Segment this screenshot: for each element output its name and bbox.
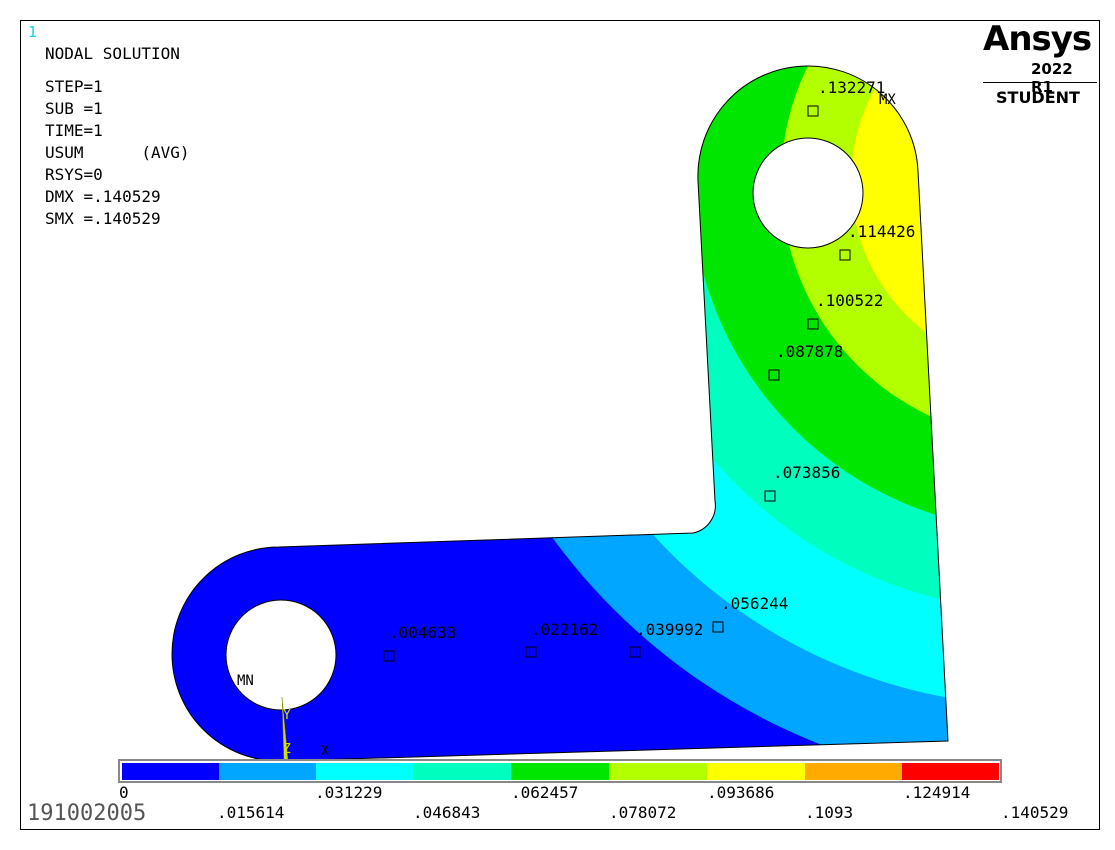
info-sub: SUB =1 (45, 99, 103, 118)
probe-label: .056244 (721, 594, 789, 613)
probe-label: .132271 (818, 78, 886, 97)
info-smx: SMX =.140529 (45, 209, 161, 228)
info-dmx: DMX =.140529 (45, 187, 161, 206)
probe-marker (629, 646, 641, 658)
legend-label-bottom: .078072 (609, 803, 677, 822)
solution-title: NODAL SOLUTION (45, 44, 180, 63)
model-id: 191002005 (27, 801, 147, 826)
info-step: STEP=1 (45, 77, 103, 96)
probe-marker (764, 490, 776, 502)
info-rsys: RSYS=0 (45, 165, 103, 184)
probe-label: .039992 (636, 620, 704, 639)
graphics-viewport[interactable]: 1 NODAL SOLUTION STEP=1 SUB =1 TIME=1 US… (20, 20, 1100, 830)
probe-label: .073856 (773, 463, 841, 482)
legend-label-bottom: .140529 (1001, 803, 1069, 822)
window-number: 1 (28, 23, 38, 41)
contour-plot (118, 65, 1002, 783)
probe-marker (807, 105, 819, 117)
probe-label: .100522 (816, 291, 884, 310)
lower-hole (225, 599, 337, 711)
legend-label-bottom: .1093 (805, 803, 854, 822)
probe-marker (768, 369, 780, 381)
legend-label-top: 0 (119, 783, 129, 802)
logo-edition: STUDENT (996, 88, 1080, 107)
legend-label-top: .124914 (903, 783, 971, 802)
upper-hole (752, 137, 864, 249)
legend-label-top: .062457 (511, 783, 579, 802)
probe-label: .004633 (389, 623, 457, 642)
triad-x-label: X (321, 744, 329, 759)
min-marker: MN (237, 673, 254, 689)
triad-y-label: Y (283, 708, 291, 723)
probe-marker (383, 650, 395, 662)
probe-marker (712, 621, 724, 633)
legend-label-bottom: .046843 (413, 803, 481, 822)
probe-marker (839, 249, 851, 261)
probe-markers (383, 105, 851, 662)
legend-label-bottom: .015614 (217, 803, 285, 822)
info-time: TIME=1 (45, 121, 103, 140)
probe-marker (525, 646, 537, 658)
part-outline (171, 65, 949, 762)
triad-z-label: Z (283, 742, 291, 757)
max-marker: MX (879, 92, 896, 108)
legend-label-top: .093686 (707, 783, 775, 802)
legend-bar (118, 759, 1002, 783)
info-usum: USUM (AVG) (45, 143, 190, 162)
logo-divider (983, 82, 1097, 83)
probe-label: .087878 (776, 342, 844, 361)
probe-label: .114426 (848, 222, 916, 241)
logo-name: Ansys (983, 20, 1092, 59)
probe-label: .022162 (531, 620, 599, 639)
probe-marker (807, 318, 819, 330)
legend-label-top: .031229 (315, 783, 383, 802)
